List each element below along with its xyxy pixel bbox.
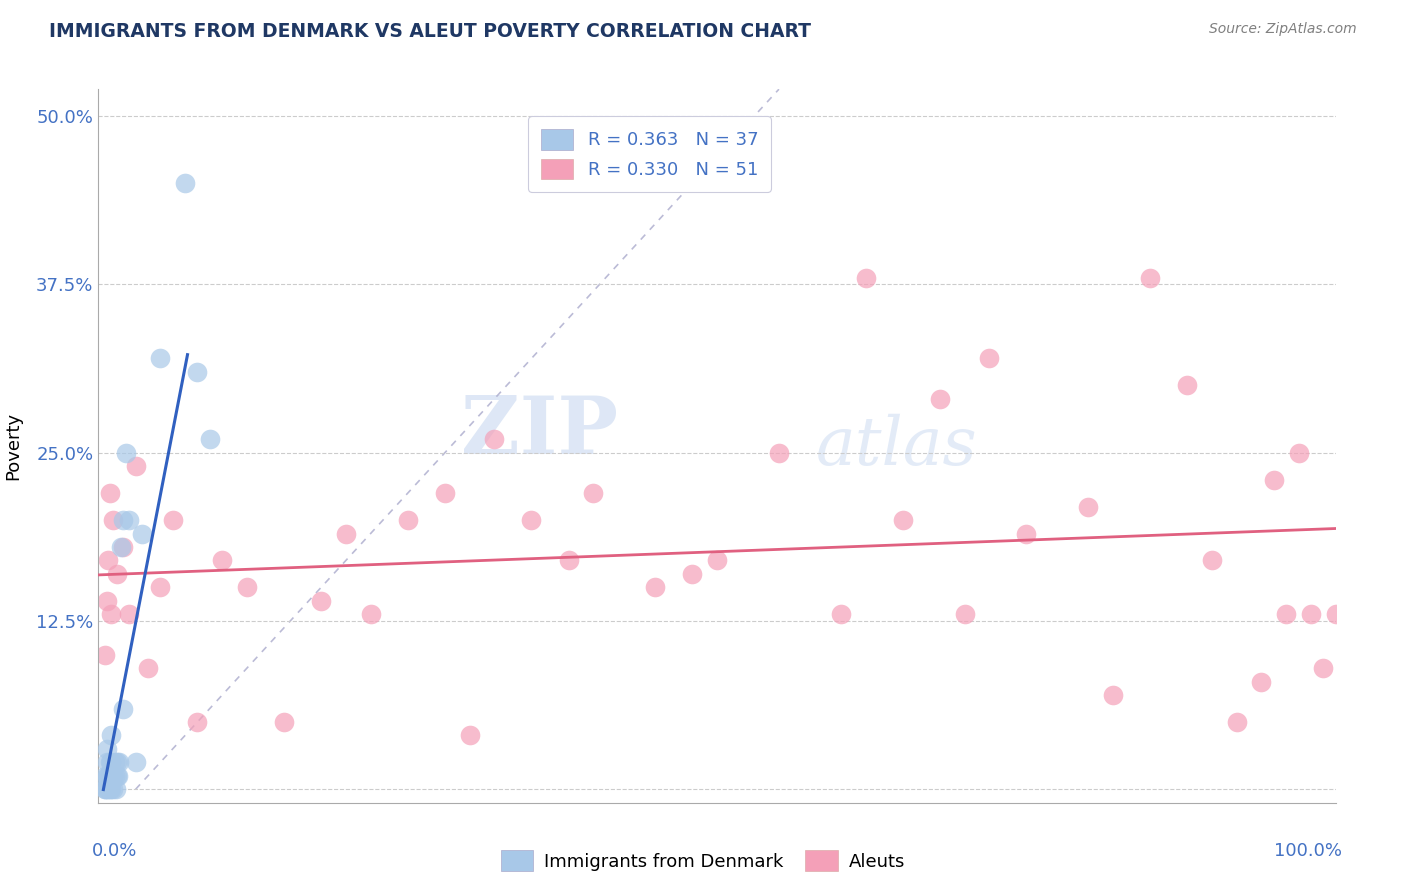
Point — [1250, 674, 1272, 689]
Point — [103, 769, 125, 783]
Point — [98, 782, 121, 797]
Point — [97, 553, 120, 567]
Point — [149, 580, 172, 594]
Point — [335, 526, 357, 541]
Point — [891, 513, 914, 527]
Point — [98, 756, 121, 770]
Point — [104, 782, 127, 797]
Point — [149, 351, 172, 366]
Point — [100, 729, 122, 743]
Point — [174, 177, 197, 191]
Point — [979, 351, 1001, 366]
Point — [830, 607, 852, 622]
Point — [93, 782, 115, 797]
Point — [118, 607, 141, 622]
Point — [360, 607, 382, 622]
Point — [97, 769, 120, 783]
Point — [114, 446, 136, 460]
Point — [273, 714, 295, 729]
Point — [162, 513, 184, 527]
Point — [112, 513, 135, 527]
Point — [105, 769, 128, 783]
Point — [1324, 607, 1347, 622]
Point — [768, 446, 790, 460]
Point — [582, 486, 605, 500]
Point — [1299, 607, 1322, 622]
Text: IMMIGRANTS FROM DENMARK VS ALEUT POVERTY CORRELATION CHART: IMMIGRANTS FROM DENMARK VS ALEUT POVERTY… — [49, 22, 811, 41]
Point — [1226, 714, 1249, 729]
Point — [557, 553, 579, 567]
Point — [112, 701, 135, 715]
Point — [105, 756, 128, 770]
Point — [520, 513, 543, 527]
Point — [198, 432, 221, 446]
Legend: Immigrants from Denmark, Aleuts: Immigrants from Denmark, Aleuts — [494, 843, 912, 879]
Point — [681, 566, 703, 581]
Point — [124, 756, 146, 770]
Point — [211, 553, 233, 567]
Point — [93, 782, 115, 797]
Text: 100.0%: 100.0% — [1274, 842, 1341, 860]
Point — [1312, 661, 1334, 675]
Point — [706, 553, 728, 567]
Text: ZIP: ZIP — [461, 392, 619, 471]
Point — [100, 769, 122, 783]
Point — [1139, 270, 1161, 285]
Point — [105, 566, 128, 581]
Point — [1175, 378, 1198, 392]
Point — [644, 580, 666, 594]
Point — [396, 513, 419, 527]
Text: atlas: atlas — [815, 413, 977, 479]
Point — [186, 365, 208, 379]
Point — [93, 769, 115, 783]
Point — [953, 607, 976, 622]
Point — [131, 526, 153, 541]
Legend: R = 0.363   N = 37, R = 0.330   N = 51: R = 0.363 N = 37, R = 0.330 N = 51 — [529, 116, 770, 192]
Point — [433, 486, 456, 500]
Point — [98, 486, 121, 500]
Point — [103, 756, 125, 770]
Text: Source: ZipAtlas.com: Source: ZipAtlas.com — [1209, 22, 1357, 37]
Point — [96, 594, 118, 608]
Point — [484, 432, 506, 446]
Point — [93, 648, 115, 662]
Point — [1201, 553, 1223, 567]
Point — [855, 270, 877, 285]
Point — [108, 756, 131, 770]
Point — [1275, 607, 1298, 622]
Point — [236, 580, 259, 594]
Point — [100, 607, 122, 622]
Point — [103, 513, 125, 527]
Point — [136, 661, 159, 675]
Point — [100, 782, 122, 797]
Point — [96, 782, 118, 797]
Point — [107, 769, 129, 783]
Point — [458, 729, 481, 743]
Point — [96, 756, 118, 770]
Point — [103, 769, 125, 783]
Point — [309, 594, 332, 608]
Point — [1288, 446, 1310, 460]
Point — [1263, 473, 1285, 487]
Point — [110, 540, 132, 554]
Point — [1102, 688, 1125, 702]
Point — [103, 782, 125, 797]
Point — [1077, 500, 1099, 514]
Point — [97, 782, 120, 797]
Point — [928, 392, 950, 406]
Point — [1015, 526, 1038, 541]
Point — [98, 769, 121, 783]
Point — [118, 513, 141, 527]
Point — [96, 769, 118, 783]
Point — [100, 756, 122, 770]
Point — [124, 459, 146, 474]
Point — [96, 742, 118, 756]
Y-axis label: Poverty: Poverty — [4, 412, 22, 480]
Text: 0.0%: 0.0% — [93, 842, 138, 860]
Point — [186, 714, 208, 729]
Point — [112, 540, 135, 554]
Point — [100, 775, 122, 789]
